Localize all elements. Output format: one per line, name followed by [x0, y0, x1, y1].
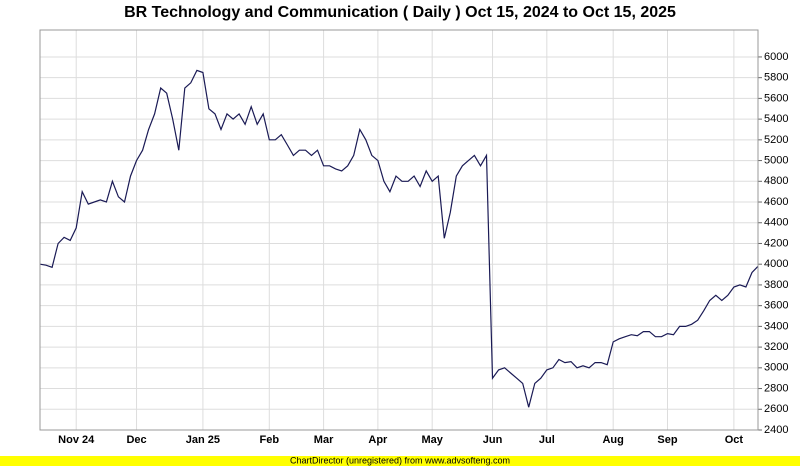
x-tick-label: Dec [126, 434, 146, 446]
x-tick-label: Nov 24 [58, 434, 95, 446]
y-tick-label: 5400 [764, 113, 788, 125]
y-tick-label: 4000 [764, 258, 788, 270]
y-tick-label: 4800 [764, 175, 788, 187]
y-tick-label: 5800 [764, 72, 788, 84]
x-tick-label: Apr [368, 434, 388, 446]
x-tick-label: Jan 25 [186, 434, 220, 446]
x-tick-label: Jul [539, 434, 555, 446]
y-tick-label: 2800 [764, 382, 788, 394]
y-tick-label: 5000 [764, 154, 788, 166]
y-tick-label: 5200 [764, 134, 788, 146]
footer-band [0, 456, 800, 466]
y-tick-label: 3000 [764, 362, 788, 374]
x-tick-label: Oct [725, 434, 744, 446]
y-tick-label: 4400 [764, 217, 788, 229]
price-line [39, 69, 759, 408]
footer: ChartDirector (unregistered) from www.ad… [290, 455, 510, 465]
plot-area [39, 29, 759, 431]
x-tick-label: Feb [259, 434, 279, 446]
y-tick-label: 2400 [764, 424, 788, 436]
plot-area [39, 29, 759, 431]
y-tick-label: 3600 [764, 300, 788, 312]
y-tick-label: 6000 [764, 51, 788, 63]
y-tick-label: 4200 [764, 237, 788, 249]
x-tick-label: May [421, 434, 443, 446]
y-tick-label: 4600 [764, 196, 788, 208]
x-tick-label: Sep [657, 434, 677, 446]
y-tick-label: 3400 [764, 320, 788, 332]
y-tick-label: 3200 [764, 341, 788, 353]
y-tick-label: 2600 [764, 403, 788, 415]
y-tick-label: 3800 [764, 279, 788, 291]
x-tick-label: Jun [483, 434, 503, 446]
chart-title: BR Technology and Communication ( Daily … [124, 4, 676, 21]
x-tick-label: Mar [314, 434, 334, 446]
x-tick-label: Aug [602, 434, 623, 446]
y-tick-label: 5600 [764, 92, 788, 104]
